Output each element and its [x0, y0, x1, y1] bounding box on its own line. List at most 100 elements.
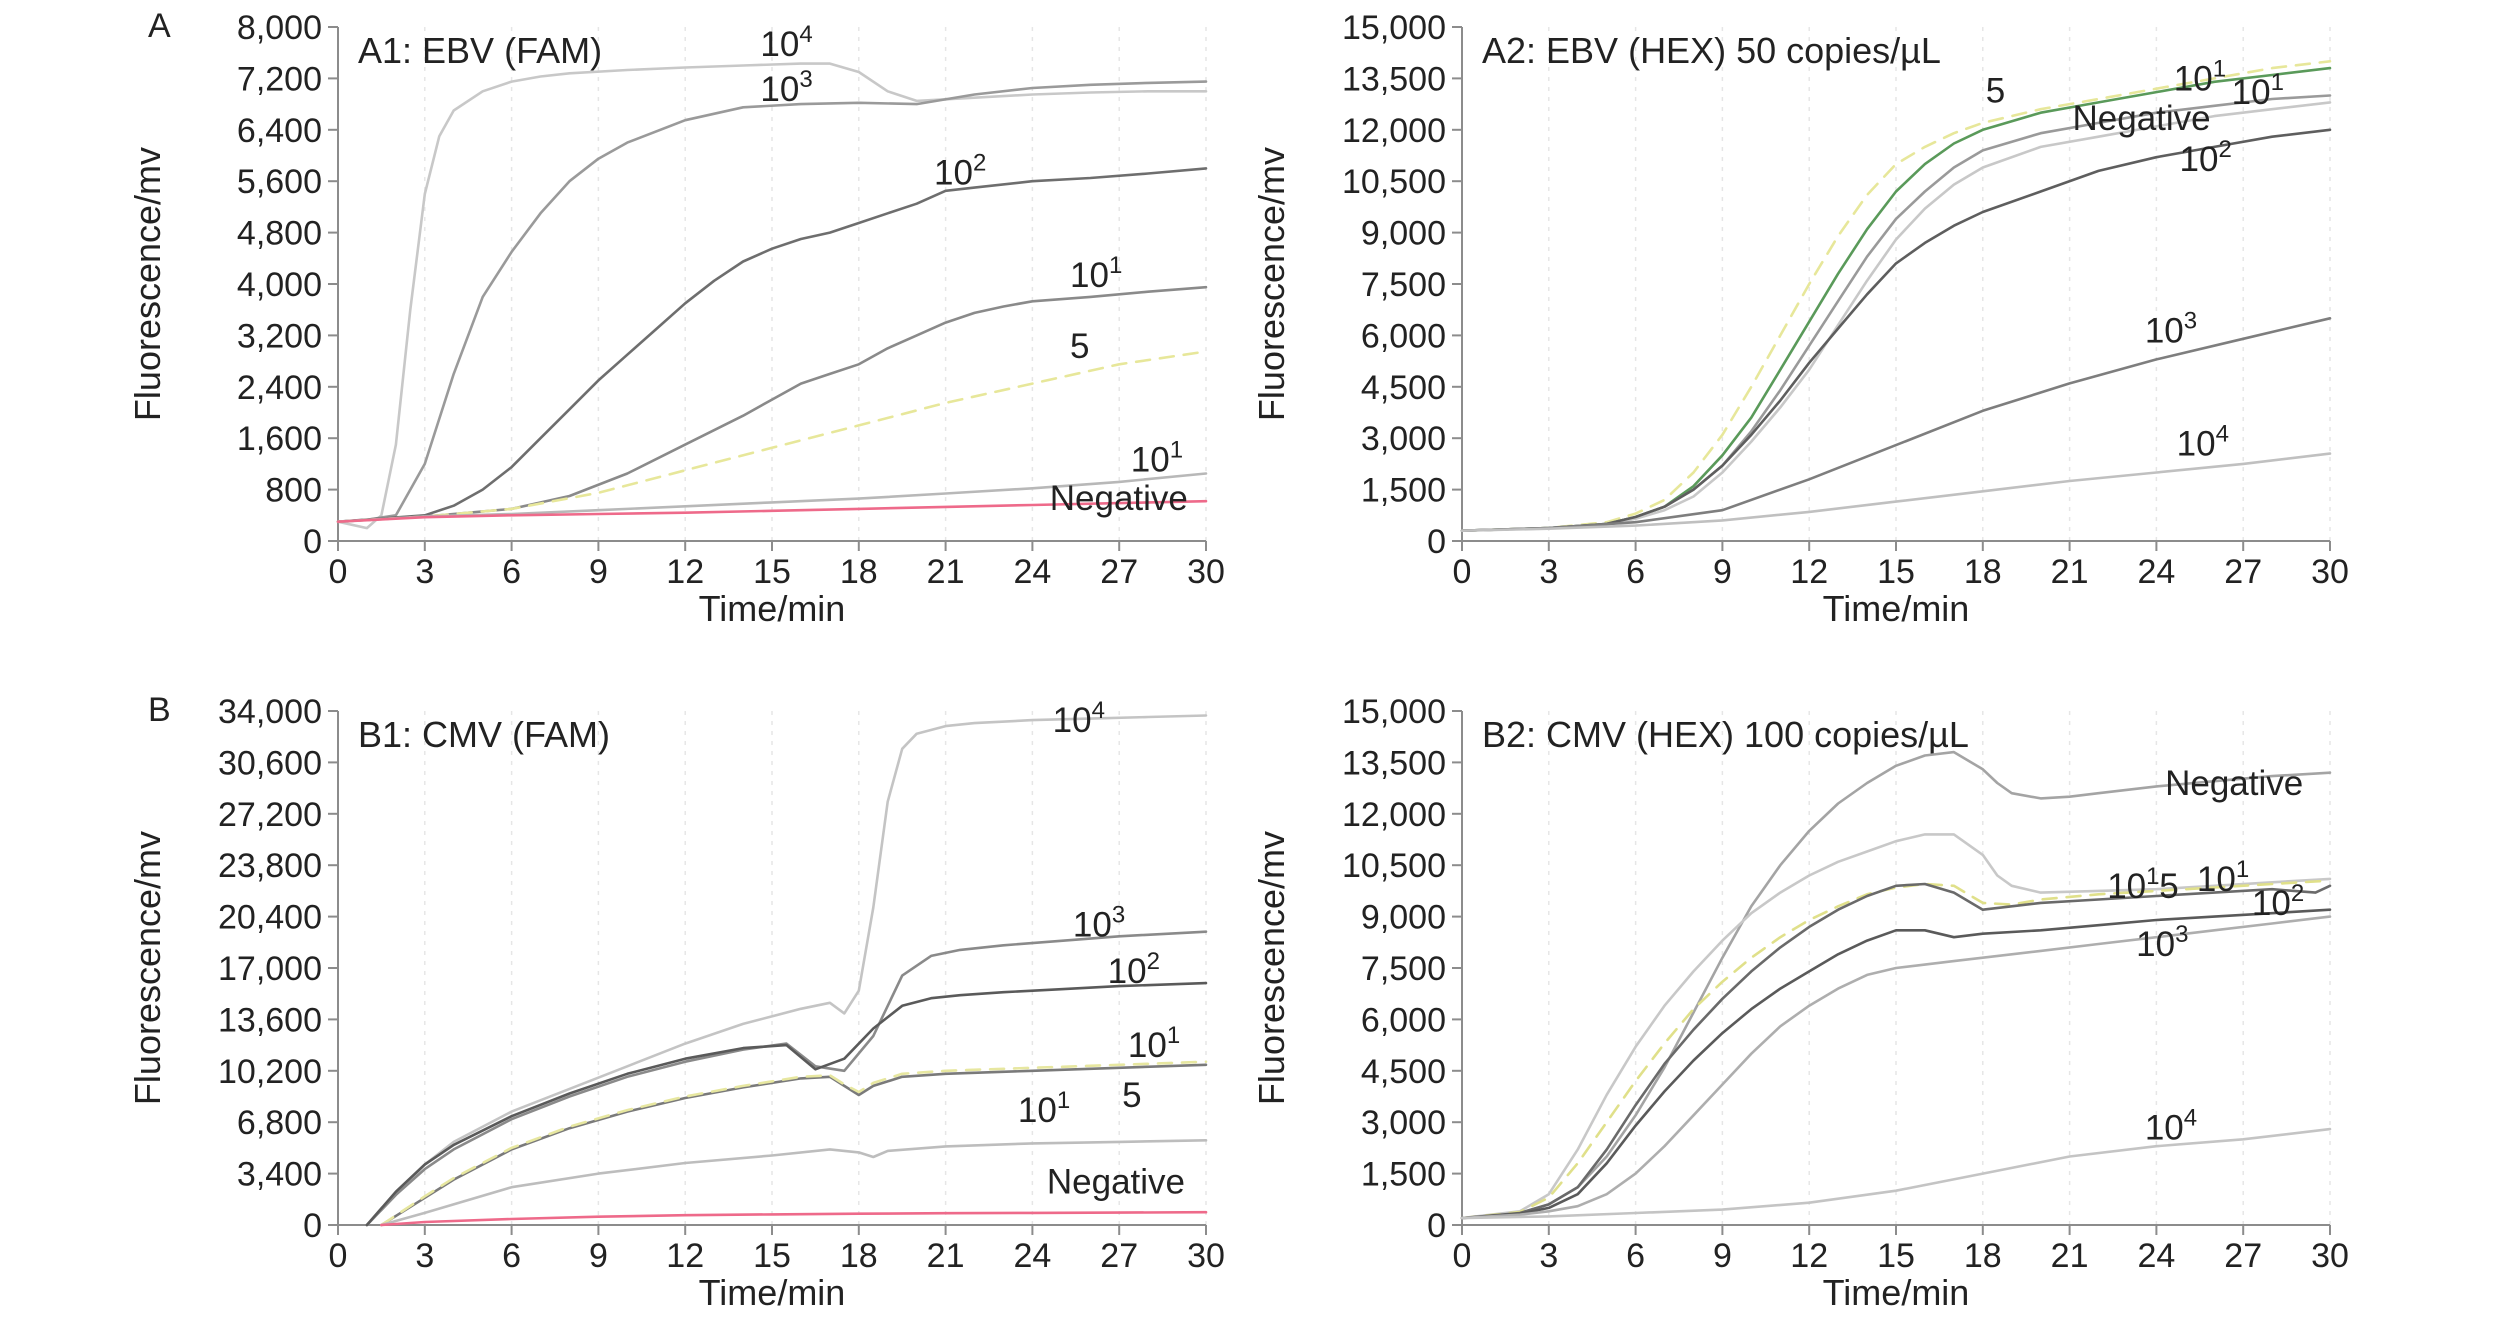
b1-y-tick-label: 20,400 [218, 899, 322, 937]
a2-x-tick-label: 24 [2137, 553, 2175, 591]
a2-series-label-10e3: 103 [2145, 307, 2197, 350]
b1-y-tick-label: 27,200 [218, 796, 322, 834]
a1-y-tick-label: 3,200 [237, 317, 322, 355]
b2-x-tick-label: 18 [1964, 1237, 2002, 1275]
a2-y-tick-label: 15,000 [1342, 9, 1446, 47]
b2-series-5-line [1460, 879, 2332, 1220]
b2-x-axis-title: Time/min [1823, 1272, 1970, 1313]
b1-y-tick-label: 6,800 [237, 1104, 322, 1142]
a1-x-tick-label: 9 [589, 553, 608, 591]
a2-y-tick-label: 1,500 [1361, 472, 1446, 510]
a1-y-tick-label: 4,800 [237, 215, 322, 253]
a1-series-label-negative: Negative [1050, 479, 1188, 518]
b1-series-label-5: 5 [1122, 1076, 1141, 1115]
a1-y-tick-label: 1,600 [237, 420, 322, 458]
b1-series-10e1-line [380, 1063, 1208, 1227]
a1-x-tick-label: 30 [1187, 553, 1225, 591]
a2-series-label-10e1: 101 [2174, 55, 2226, 98]
b2-x-tick-label: 6 [1626, 1237, 1645, 1275]
b1-y-tick-label: 30,600 [218, 744, 322, 782]
a1-series-label-10e3: 103 [760, 66, 812, 109]
panel-b2: 0 1,500 3,000 4,500 6,000 7,500 9,000 10,500 12,… [1251, 693, 2349, 1313]
b2-x-tick-label: 15 [1877, 1237, 1915, 1275]
b2-series-negative-line [1460, 750, 2332, 1220]
b2-y-tick-label: 4,500 [1361, 1053, 1446, 1091]
b2-y-tick-label: 0 [1427, 1207, 1446, 1245]
a1-y-tick-label: 0 [303, 523, 322, 561]
b2-series-10e1-line [1460, 833, 2332, 1220]
b1-x-tick-label: 21 [927, 1237, 965, 1275]
b2-y-tick-label: 12,000 [1342, 796, 1446, 834]
b2-y-tick-label: 6,000 [1361, 1001, 1446, 1039]
b2-series-label-5: 5 [2159, 867, 2178, 906]
b1-y-axis-title: Fluorescence/mv [127, 831, 168, 1105]
a2-series-5-line [1460, 59, 2332, 533]
b2-x-tick-label: 3 [1539, 1237, 1558, 1275]
b2-series-label-negative: Negative [2165, 764, 2303, 803]
a1-x-tick-label: 0 [329, 553, 348, 591]
a1-panel-letter: A [148, 7, 171, 45]
b1-panel-title: B1: CMV (FAM) [358, 714, 610, 755]
a2-y-tick-label: 7,500 [1361, 266, 1446, 304]
b2-series-10e4-line [1460, 915, 2332, 1220]
a1-y-tick-label: 800 [265, 472, 322, 510]
a1-x-tick-label: 18 [840, 553, 878, 591]
b1-panel-letter: B [148, 691, 171, 729]
b1-series-label-10e1: 101 [1128, 1022, 1180, 1065]
b1-x-tick-label: 18 [840, 1237, 878, 1275]
a2-y-tick-label: 10,500 [1342, 163, 1446, 201]
a1-panel-title: A1: EBV (FAM) [358, 30, 602, 71]
b1-y-tick-label: 34,000 [218, 693, 322, 731]
b2-x-tick-label: 30 [2311, 1237, 2349, 1275]
a2-x-tick-label: 6 [1626, 553, 1645, 591]
b1-series-label-10e4: 104 [1053, 697, 1105, 740]
a1-x-tick-label: 15 [753, 553, 791, 591]
a2-x-axis-title: Time/min [1823, 588, 1970, 629]
a2-x-tick-label: 18 [1964, 553, 2002, 591]
b1-series-label-10e1: 101 [1018, 1087, 1070, 1130]
b2-y-axis-title: Fluorescence/mv [1251, 831, 1292, 1105]
b2-y-tick-label: 10,500 [1342, 847, 1446, 885]
a1-y-tick-label: 2,400 [237, 369, 322, 407]
b1-series-5-line [380, 1060, 1208, 1227]
b1-series-10e2-line [365, 981, 1208, 1227]
b1-x-tick-label: 9 [589, 1237, 608, 1275]
a2-series-10e4-line [1460, 452, 2332, 533]
a1-series-10e2-line [336, 167, 1208, 524]
a1-x-tick-label: 6 [502, 553, 521, 591]
b1-y-tick-label: 13,600 [218, 1001, 322, 1039]
a2-series-label-10e2: 102 [2180, 136, 2232, 179]
b1-series-10e4-line [365, 714, 1208, 1227]
a2-y-tick-label: 6,000 [1361, 317, 1446, 355]
a2-x-tick-label: 0 [1453, 553, 1472, 591]
a2-series-negative-line [1460, 101, 2332, 533]
a1-series-label-10e4: 104 [760, 21, 812, 64]
a1-x-tick-label: 12 [666, 553, 704, 591]
a2-x-tick-label: 12 [1790, 553, 1828, 591]
b2-y-tick-label: 9,000 [1361, 899, 1446, 937]
b1-x-tick-label: 12 [666, 1237, 704, 1275]
a1-y-tick-label: 4,000 [237, 266, 322, 304]
b1-x-axis-title: Time/min [699, 1272, 846, 1313]
b2-series-10e2-line [1460, 882, 2332, 1220]
b2-series-label-10e1: 101 [2197, 856, 2249, 899]
b2-series-label-10e4: 104 [2145, 1104, 2197, 1147]
a1-series-label-10e1: 101 [1131, 437, 1183, 480]
a2-y-tick-label: 0 [1427, 523, 1446, 561]
a2-x-tick-label: 3 [1539, 553, 1558, 591]
a1-series-label-10e2: 102 [934, 149, 986, 192]
b2-series-label-10e1: 101 [2107, 863, 2159, 906]
b1-y-tick-label: 17,000 [218, 950, 322, 988]
a1-y-axis-title: Fluorescence/mv [127, 147, 168, 421]
b1-y-tick-label: 0 [303, 1207, 322, 1245]
a2-y-tick-label: 4,500 [1361, 369, 1446, 407]
a2-series-label-5: 5 [1986, 71, 2005, 110]
b2-y-tick-label: 3,000 [1361, 1104, 1446, 1142]
a1-x-tick-label: 3 [415, 553, 434, 591]
b1-series-label-10e3: 103 [1073, 901, 1125, 944]
a1-series-label-10e1: 101 [1070, 252, 1122, 295]
a2-x-tick-label: 27 [2224, 553, 2262, 591]
b1-x-tick-label: 0 [329, 1237, 348, 1275]
